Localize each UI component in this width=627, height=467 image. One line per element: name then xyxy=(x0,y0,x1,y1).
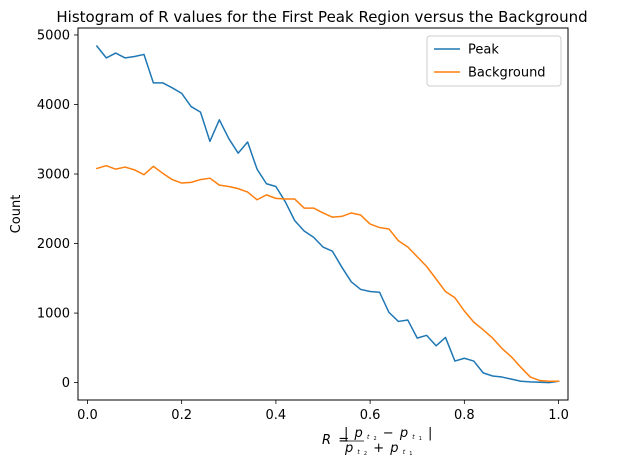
x-tick-label: 0.0 xyxy=(77,408,98,423)
y-tick-label: 2000 xyxy=(37,237,70,252)
x-label-lhs: R xyxy=(322,433,331,448)
x-tick-label: 0.8 xyxy=(454,408,475,423)
y-tick-label: 4000 xyxy=(37,98,70,113)
legend: Peak Background xyxy=(426,35,562,87)
sub-1: 1 xyxy=(419,436,422,442)
sub-t1: t xyxy=(412,434,415,441)
den-sub-t1: t xyxy=(403,449,406,456)
plot-frame xyxy=(77,27,569,401)
sub-2: 2 xyxy=(373,436,376,442)
x-label-fraction: | p t 2 − p t 1 | p t 2 + p t 1 xyxy=(342,426,432,459)
den-p-t1: p xyxy=(389,441,398,456)
x-label-denominator: p t 2 + p t 1 xyxy=(344,441,412,459)
minus-sign: − xyxy=(383,426,394,441)
den-p-t2: p xyxy=(344,441,353,456)
den-sub-1: 1 xyxy=(409,451,412,457)
x-tick-label: 0.2 xyxy=(171,408,192,423)
sub-t2: t xyxy=(367,434,370,441)
series-line-peak xyxy=(95,45,560,384)
y-tick-label: 3000 xyxy=(37,168,70,183)
p-t1: p xyxy=(399,426,408,441)
legend-label-background: Background xyxy=(468,66,546,81)
x-tick-label: 1.0 xyxy=(548,408,569,423)
plot-area xyxy=(77,27,569,401)
y-tick-label: 5000 xyxy=(37,28,70,43)
series-line-background xyxy=(95,164,560,382)
x-axis: 0.0 0.2 0.4 0.6 0.8 1.0 xyxy=(77,400,569,423)
abs-bar-left: | xyxy=(344,426,348,441)
chart-title: Histogram of R values for the First Peak… xyxy=(56,8,587,26)
den-sub-2: 2 xyxy=(364,451,367,457)
x-axis-label: R = xyxy=(322,433,349,448)
plot-background xyxy=(78,28,568,400)
legend-box xyxy=(426,35,562,87)
x-tick-label: 0.4 xyxy=(266,408,287,423)
p-t2: p xyxy=(354,426,363,441)
den-sub-t2: t xyxy=(357,449,360,456)
x-label-equals: = xyxy=(338,433,349,448)
x-label-numerator: | p t 2 − p t 1 | xyxy=(344,426,432,444)
series-layer xyxy=(95,45,560,384)
y-axis-label: Count xyxy=(9,195,24,234)
legend-label-peak: Peak xyxy=(468,43,499,58)
abs-bar-right: | xyxy=(428,426,432,441)
y-tick-label: 0 xyxy=(62,376,70,391)
x-tick-label: 0.6 xyxy=(360,408,381,423)
y-axis: 0 1000 2000 3000 4000 5000 xyxy=(37,28,78,391)
y-tick-label: 1000 xyxy=(37,307,70,322)
plus-sign: + xyxy=(373,441,384,456)
